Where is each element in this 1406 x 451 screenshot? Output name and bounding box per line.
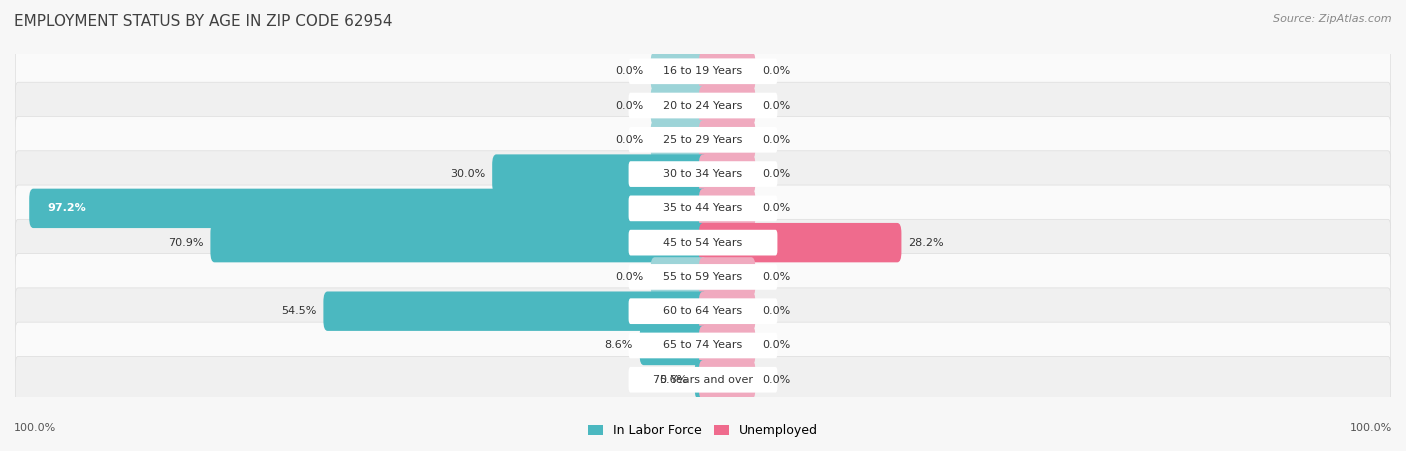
Text: 25 to 29 Years: 25 to 29 Years	[664, 135, 742, 145]
Text: 100.0%: 100.0%	[14, 423, 56, 433]
Text: Source: ZipAtlas.com: Source: ZipAtlas.com	[1274, 14, 1392, 23]
Text: 0.0%: 0.0%	[762, 272, 790, 282]
FancyBboxPatch shape	[628, 127, 778, 152]
FancyBboxPatch shape	[30, 189, 707, 228]
Text: 8.6%: 8.6%	[605, 341, 633, 350]
FancyBboxPatch shape	[628, 58, 778, 84]
FancyBboxPatch shape	[628, 196, 778, 221]
Text: 16 to 19 Years: 16 to 19 Years	[664, 66, 742, 76]
FancyBboxPatch shape	[492, 154, 707, 194]
FancyBboxPatch shape	[651, 257, 707, 297]
Text: 0.6%: 0.6%	[659, 375, 688, 385]
Text: 28.2%: 28.2%	[908, 238, 943, 248]
Text: 75 Years and over: 75 Years and over	[652, 375, 754, 385]
FancyBboxPatch shape	[651, 51, 707, 91]
FancyBboxPatch shape	[699, 223, 901, 262]
Text: 45 to 54 Years: 45 to 54 Years	[664, 238, 742, 248]
FancyBboxPatch shape	[628, 264, 778, 290]
FancyBboxPatch shape	[15, 48, 1391, 95]
FancyBboxPatch shape	[323, 291, 707, 331]
Text: 0.0%: 0.0%	[616, 101, 644, 110]
FancyBboxPatch shape	[15, 116, 1391, 163]
FancyBboxPatch shape	[628, 299, 778, 324]
Text: 55 to 59 Years: 55 to 59 Years	[664, 272, 742, 282]
FancyBboxPatch shape	[699, 189, 755, 228]
FancyBboxPatch shape	[211, 223, 707, 262]
FancyBboxPatch shape	[15, 253, 1391, 300]
Text: 0.0%: 0.0%	[616, 272, 644, 282]
Text: EMPLOYMENT STATUS BY AGE IN ZIP CODE 62954: EMPLOYMENT STATUS BY AGE IN ZIP CODE 629…	[14, 14, 392, 28]
FancyBboxPatch shape	[15, 219, 1391, 266]
Text: 20 to 24 Years: 20 to 24 Years	[664, 101, 742, 110]
FancyBboxPatch shape	[15, 356, 1391, 403]
FancyBboxPatch shape	[699, 86, 755, 125]
FancyBboxPatch shape	[699, 326, 755, 365]
Text: 0.0%: 0.0%	[762, 203, 790, 213]
Text: 54.5%: 54.5%	[281, 306, 316, 316]
Legend: In Labor Force, Unemployed: In Labor Force, Unemployed	[583, 419, 823, 442]
Text: 97.2%: 97.2%	[48, 203, 86, 213]
Text: 0.0%: 0.0%	[762, 375, 790, 385]
FancyBboxPatch shape	[651, 86, 707, 125]
FancyBboxPatch shape	[628, 93, 778, 118]
Text: 70.9%: 70.9%	[169, 238, 204, 248]
Text: 0.0%: 0.0%	[762, 341, 790, 350]
FancyBboxPatch shape	[15, 151, 1391, 198]
Text: 100.0%: 100.0%	[1350, 423, 1392, 433]
Text: 60 to 64 Years: 60 to 64 Years	[664, 306, 742, 316]
Text: 0.0%: 0.0%	[616, 66, 644, 76]
Text: 0.0%: 0.0%	[762, 101, 790, 110]
Text: 30.0%: 30.0%	[450, 169, 485, 179]
Text: 0.0%: 0.0%	[762, 306, 790, 316]
FancyBboxPatch shape	[699, 154, 755, 194]
FancyBboxPatch shape	[15, 322, 1391, 369]
FancyBboxPatch shape	[628, 367, 778, 392]
Text: 0.0%: 0.0%	[762, 169, 790, 179]
Text: 65 to 74 Years: 65 to 74 Years	[664, 341, 742, 350]
FancyBboxPatch shape	[699, 120, 755, 160]
FancyBboxPatch shape	[640, 326, 707, 365]
FancyBboxPatch shape	[699, 291, 755, 331]
FancyBboxPatch shape	[695, 360, 707, 400]
FancyBboxPatch shape	[699, 51, 755, 91]
FancyBboxPatch shape	[699, 360, 755, 400]
FancyBboxPatch shape	[628, 333, 778, 358]
FancyBboxPatch shape	[15, 82, 1391, 129]
Text: 0.0%: 0.0%	[616, 135, 644, 145]
Text: 35 to 44 Years: 35 to 44 Years	[664, 203, 742, 213]
FancyBboxPatch shape	[15, 288, 1391, 335]
FancyBboxPatch shape	[628, 230, 778, 255]
Text: 30 to 34 Years: 30 to 34 Years	[664, 169, 742, 179]
FancyBboxPatch shape	[15, 185, 1391, 232]
FancyBboxPatch shape	[628, 161, 778, 187]
Text: 0.0%: 0.0%	[762, 135, 790, 145]
Text: 0.0%: 0.0%	[762, 66, 790, 76]
FancyBboxPatch shape	[699, 257, 755, 297]
FancyBboxPatch shape	[651, 120, 707, 160]
